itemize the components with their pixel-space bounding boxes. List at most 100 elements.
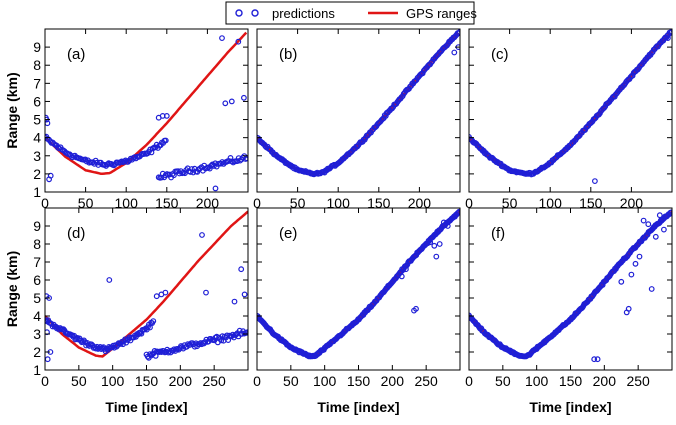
prediction-point xyxy=(591,356,598,363)
prediction-point xyxy=(209,161,216,168)
prediction-point xyxy=(456,208,460,215)
x-tick-label: 150 xyxy=(347,373,371,389)
panel-label: (b) xyxy=(279,46,297,63)
plot-area xyxy=(469,208,672,370)
prediction-point xyxy=(104,161,111,168)
plot-marks xyxy=(45,210,248,363)
y-axis-label: Range (km) xyxy=(4,72,20,148)
x-tick-label: 50 xyxy=(283,373,299,389)
x-tick-label: 200 xyxy=(593,373,617,389)
y-tick-label: 3 xyxy=(33,326,41,342)
prediction-point xyxy=(403,266,409,273)
prediction-point xyxy=(625,305,632,312)
x-tick-label: 150 xyxy=(579,195,603,211)
y-tick-label: 6 xyxy=(33,272,41,288)
y-tick-label: 1 xyxy=(33,184,41,200)
legend: predictions GPS ranges xyxy=(225,1,477,25)
gps-range-line xyxy=(45,31,248,176)
y-tick-label: 8 xyxy=(33,57,41,73)
x-tick-label: 0 xyxy=(253,373,261,389)
prediction-point xyxy=(455,30,460,37)
plot-marks xyxy=(257,29,460,178)
prediction-point xyxy=(45,329,50,336)
plot-marks xyxy=(257,208,460,360)
y-axis-label: Range (km) xyxy=(4,251,20,327)
x-tick-label: 250 xyxy=(414,373,438,389)
x-tick-label: 100 xyxy=(101,373,125,389)
y-tick-label: 5 xyxy=(33,290,41,306)
prediction-point xyxy=(594,356,601,363)
prediction-point xyxy=(153,141,160,148)
prediction-point xyxy=(652,233,659,240)
y-tick-label: 5 xyxy=(33,112,41,128)
x-tick-label: 0 xyxy=(41,373,49,389)
x-tick-label: 100 xyxy=(313,373,337,389)
prediction-point xyxy=(618,278,625,285)
y-tick-label: 2 xyxy=(33,166,41,182)
plot-marks xyxy=(45,31,248,192)
prediction-point xyxy=(231,298,238,305)
x-tick-label: 200 xyxy=(196,195,220,211)
prediction-point xyxy=(645,221,652,228)
prediction-point xyxy=(436,241,443,247)
x-tick-label: 250 xyxy=(202,373,226,389)
prediction-point xyxy=(227,154,234,161)
x-tick-label: 50 xyxy=(71,373,87,389)
x-tick-label: 50 xyxy=(495,373,511,389)
x-tick-label: 0 xyxy=(253,195,261,211)
prediction-point xyxy=(187,169,194,175)
x-tick-label: 0 xyxy=(41,195,49,211)
prediction-point xyxy=(413,305,419,312)
prediction-point xyxy=(433,253,440,260)
x-axis-label: Time [index] xyxy=(105,399,187,415)
x-tick-label: 100 xyxy=(539,195,563,211)
prediction-point xyxy=(628,271,635,278)
plot-marks xyxy=(469,29,672,185)
prediction-point xyxy=(162,137,169,144)
prediction-point xyxy=(636,253,643,260)
x-tick-label: 200 xyxy=(620,195,644,211)
axes-frame xyxy=(256,28,461,193)
y-tick-label: 4 xyxy=(33,308,41,324)
x-tick-label: 200 xyxy=(381,373,405,389)
prediction-point xyxy=(131,154,138,161)
prediction-point xyxy=(241,291,248,298)
prediction-point xyxy=(235,38,242,45)
x-tick-label: 50 xyxy=(502,195,518,211)
panel-label: (f) xyxy=(491,225,505,242)
panel-e: 0 50 100 150 200 250 (e) Time [index] xyxy=(253,207,461,415)
x-tick-label: 50 xyxy=(78,195,94,211)
y-tick-label: 7 xyxy=(33,254,41,270)
y-tick-label: 6 xyxy=(33,93,41,109)
panel-c: 0 50 100 150 200 (c) xyxy=(465,28,673,211)
prediction-point xyxy=(208,162,215,169)
prediction-point xyxy=(222,100,229,107)
prediction-point xyxy=(212,185,219,192)
prediction-point xyxy=(656,212,663,219)
prediction-point xyxy=(661,226,667,233)
x-tick-label: 150 xyxy=(135,373,159,389)
prediction-point xyxy=(228,98,235,105)
prediction-point xyxy=(667,30,672,36)
y-tick-label: 8 xyxy=(33,236,41,252)
prediction-point xyxy=(648,286,655,292)
prediction-point xyxy=(47,172,54,179)
prediction-point xyxy=(665,35,671,41)
prediction-point xyxy=(203,289,209,296)
prediction-point xyxy=(455,209,460,216)
x-tick-label: 100 xyxy=(115,195,139,211)
panel-label: (e) xyxy=(279,225,297,242)
x-tick-label: 150 xyxy=(155,195,179,211)
y-tick-label: 1 xyxy=(33,362,41,378)
panel-a: 0 50 100 150 200 1 2 3 4 5 6 7 8 9 (a) Range (km) xyxy=(4,28,249,211)
prediction-point xyxy=(238,266,245,273)
plot-marks xyxy=(469,209,672,363)
panel-label: (c) xyxy=(491,46,509,63)
legend-gps-label: GPS ranges xyxy=(406,6,477,21)
x-tick-label: 150 xyxy=(367,195,391,211)
axes-frame xyxy=(468,28,673,193)
prediction-point xyxy=(592,178,598,185)
panel-label: (d) xyxy=(67,225,85,242)
y-tick-label: 4 xyxy=(33,130,41,146)
